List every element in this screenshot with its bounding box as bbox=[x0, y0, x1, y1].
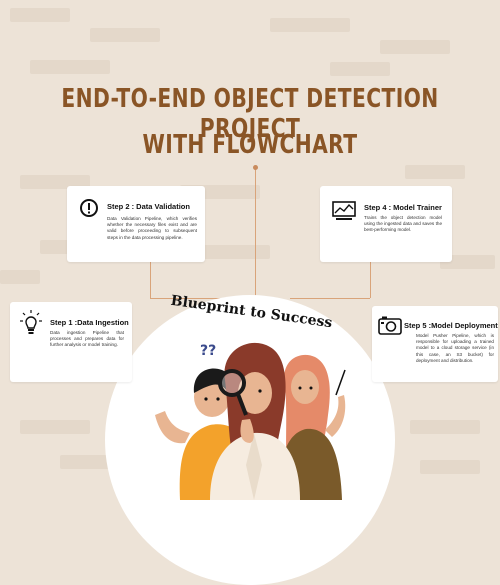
question-mark-text: ?? bbox=[200, 343, 216, 359]
step-heading: Step 5 :Model Deployment bbox=[404, 321, 498, 330]
connector-line bbox=[150, 298, 230, 299]
step-heading: Step 4 : Model Trainer bbox=[364, 203, 442, 212]
connector-line bbox=[290, 298, 370, 299]
step-description: Data Validation Pipeline, which verifies… bbox=[107, 216, 197, 240]
camera-icon bbox=[378, 316, 402, 335]
step-card-model-deployment: Step 5 :Model Deployment Model Pusher Pi… bbox=[372, 306, 498, 382]
page-title-line-2: WITH FLOWCHART bbox=[142, 130, 358, 160]
alert-circle-icon bbox=[80, 199, 98, 217]
team-illustration: ?? bbox=[155, 342, 346, 500]
step-description: Model Pusher Pipeline, which is responsi… bbox=[416, 333, 494, 363]
lightbulb-icon bbox=[20, 310, 42, 334]
step-card-model-trainer: Step 4 : Model Trainer Trains the object… bbox=[320, 186, 452, 262]
step-heading: Step 2 : Data Validation bbox=[107, 202, 190, 211]
connector-dot bbox=[253, 165, 258, 170]
step-heading: Step 1 :Data Ingestion bbox=[50, 318, 129, 327]
brick-wall-background bbox=[0, 8, 495, 474]
chart-monitor-icon bbox=[332, 201, 356, 220]
connector-line bbox=[255, 168, 256, 296]
step-description: Trains the object detection model using … bbox=[364, 215, 442, 233]
step-card-data-ingestion: Step 1 :Data Ingestion Data ingestion Pi… bbox=[10, 302, 132, 382]
connector-line bbox=[370, 262, 371, 298]
page-title-line-1: END-TO-END OBJECT DETECTION PROJECT bbox=[61, 84, 439, 144]
step-card-data-validation: Step 2 : Data Validation Data Validation… bbox=[67, 186, 205, 262]
step-description: Data ingestion Pipeline that processes a… bbox=[50, 330, 124, 348]
connector-line bbox=[150, 262, 151, 298]
